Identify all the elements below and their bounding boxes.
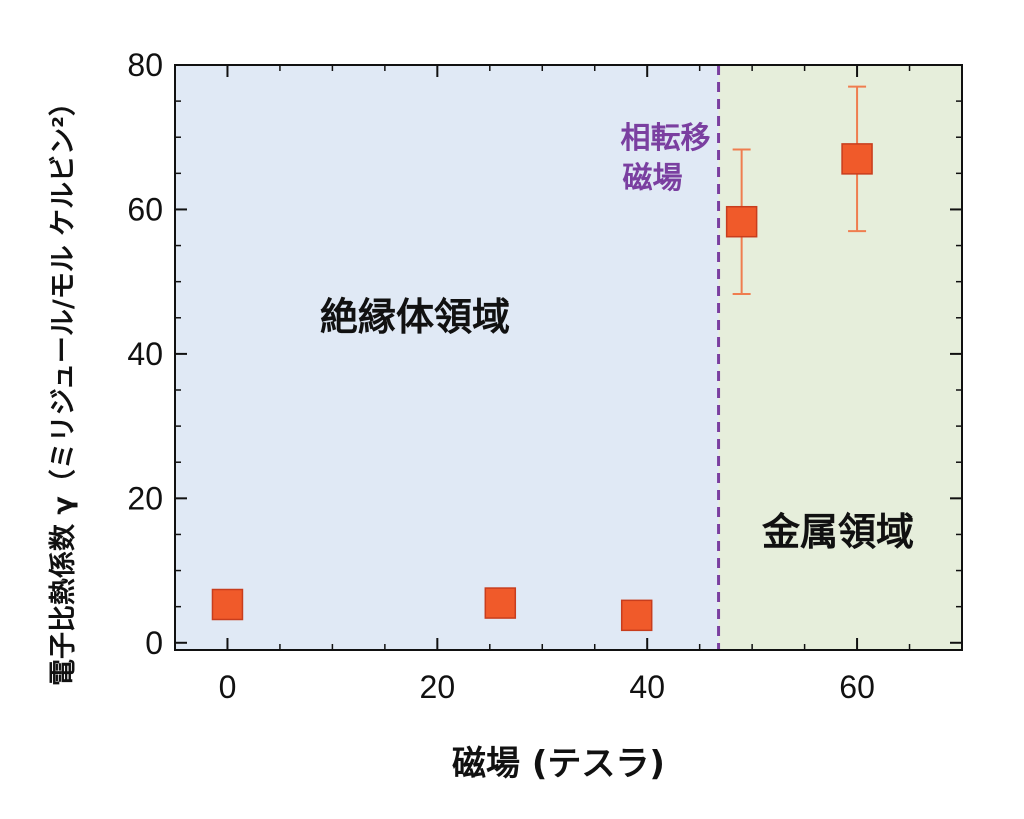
y-tick-label: 0 bbox=[145, 625, 163, 661]
data-point-marker bbox=[620, 599, 653, 632]
x-tick-labels: 0 20 40 60 bbox=[219, 669, 875, 705]
x-tick-label: 0 bbox=[219, 669, 237, 705]
transition-label-line2: 磁場 bbox=[623, 161, 683, 196]
y-axis-title: 電子比熱係数 γ（ミリジュール/モル ケルビン²） bbox=[48, 89, 79, 686]
y-tick-labels: 0 20 40 60 80 bbox=[127, 47, 163, 661]
x-tick-label: 60 bbox=[839, 669, 875, 705]
y-tick-label: 60 bbox=[127, 191, 163, 227]
transition-label-line1: 相転移 bbox=[621, 121, 711, 156]
data-point-marker bbox=[211, 588, 244, 621]
data-markers bbox=[211, 143, 873, 632]
metal-region-label: 金属領域 bbox=[761, 510, 914, 554]
insulator-region bbox=[175, 65, 719, 650]
x-tick-label: 40 bbox=[629, 669, 665, 705]
metal-region bbox=[718, 65, 962, 650]
data-point-marker bbox=[484, 587, 517, 619]
y-tick-label: 40 bbox=[127, 336, 163, 372]
data-point-marker bbox=[725, 205, 758, 238]
insulator-region-label: 絶縁体領域 bbox=[320, 295, 510, 339]
y-tick-label: 20 bbox=[127, 480, 163, 516]
data-point-marker bbox=[841, 143, 873, 175]
plot-frame bbox=[174, 64, 963, 651]
x-tick-label: 20 bbox=[420, 669, 456, 705]
y-tick-label: 80 bbox=[127, 47, 163, 83]
x-axis-title: 磁場 (テスラ) bbox=[452, 744, 665, 784]
